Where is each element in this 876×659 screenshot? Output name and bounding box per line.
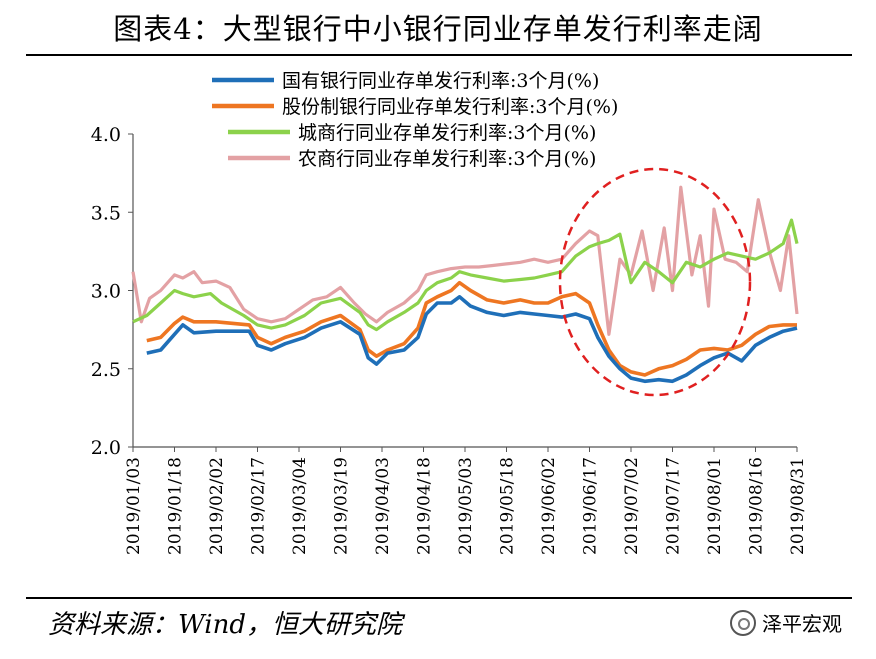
x-tick-label: 2019/05/18 <box>498 457 518 555</box>
x-tick-label: 2019/04/03 <box>373 457 393 555</box>
legend-label: 国有银行同业存单发行利率:3个月(%) <box>282 70 599 92</box>
x-tick-label: 2019/08/01 <box>705 457 725 555</box>
chart-title: 图表4：大型银行中小银行同业存单发行利率走阔 <box>113 12 763 46</box>
x-tick-label: 2019/07/02 <box>622 457 642 555</box>
x-tick-label: 2019/04/18 <box>415 457 435 555</box>
brand-watermark: 泽平宏观 <box>730 608 842 637</box>
series-line-1 <box>146 280 797 377</box>
brand-name: 泽平宏观 <box>762 612 842 636</box>
x-tick-label: 2019/03/19 <box>332 457 352 555</box>
title-divider <box>26 54 852 56</box>
legend-label: 农商行同业存单发行利率:3个月(%) <box>298 148 596 170</box>
y-tick-label: 2.0 <box>91 437 121 459</box>
legend-label: 城商行同业存单发行利率:3个月(%) <box>298 122 596 144</box>
wechat-logo-icon <box>730 609 756 636</box>
x-tick-label: 2019/05/03 <box>456 457 476 555</box>
series-layer <box>131 185 799 384</box>
x-tick-label: 2019/08/16 <box>747 457 767 555</box>
x-tick-label: 2019/02/17 <box>249 457 269 555</box>
x-tick-label: 2019/06/02 <box>539 457 559 555</box>
x-tick-label: 2019/08/31 <box>788 457 808 555</box>
x-tick-label: 2019/01/18 <box>166 457 186 555</box>
series-line-0 <box>146 294 798 384</box>
series-line-3 <box>131 185 799 336</box>
x-tick-label: 2019/01/03 <box>124 457 144 555</box>
x-tick-label: 2019/02/02 <box>207 457 227 555</box>
series-line-2 <box>132 218 799 332</box>
y-tick-label: 3.5 <box>91 202 121 224</box>
source-divider <box>26 597 852 599</box>
legend: 国有银行同业存单发行利率:3个月(%) 股份制银行同业存单发行利率:3个月(%) 城… <box>212 70 618 170</box>
y-tick-label: 4.0 <box>91 124 121 146</box>
highlight-ellipse <box>558 167 752 397</box>
x-tick-label: 2019/03/04 <box>290 457 310 555</box>
y-tick-label: 3.0 <box>91 281 121 303</box>
source-note: 资料来源：Wind，恒大研究院 <box>48 610 402 640</box>
legend-label: 股份制银行同业存单发行利率:3个月(%) <box>282 96 618 118</box>
y-tick-label: 2.5 <box>91 359 121 381</box>
x-tick-label: 2019/06/17 <box>581 457 601 555</box>
x-tick-label: 2019/07/17 <box>664 457 684 555</box>
